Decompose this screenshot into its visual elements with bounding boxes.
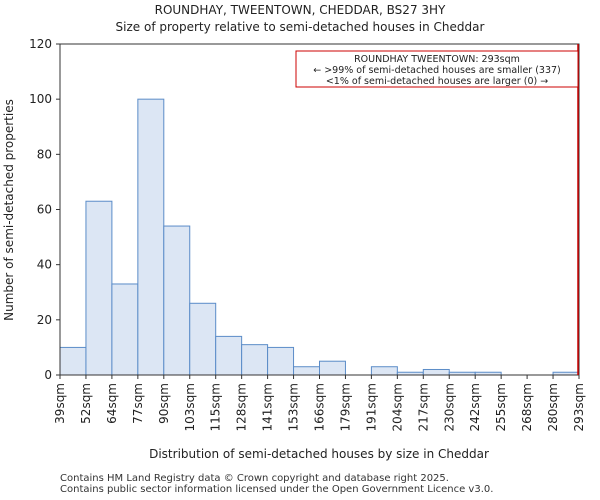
chart-title: ROUNDHAY, TWEENTOWN, CHEDDAR, BS27 3HY xyxy=(155,3,446,17)
x-tick-label: 141sqm xyxy=(261,383,275,431)
x-tick-label: 39sqm xyxy=(53,383,67,424)
x-tick-label: 217sqm xyxy=(416,383,430,431)
bar-153sqm xyxy=(293,366,320,376)
y-tick-label: 80 xyxy=(37,147,52,161)
bar-128sqm xyxy=(241,344,269,376)
annotation-line-2: ← >99% of semi-detached houses are small… xyxy=(313,65,561,76)
x-tick-label: 103sqm xyxy=(183,383,197,431)
annotation-box: ROUNDHAY TWEENTOWN: 293sqm ← >99% of sem… xyxy=(295,50,579,88)
y-tick-marks: 0 20 40 60 80 100 120 xyxy=(29,37,60,382)
bar-141sqm xyxy=(267,346,295,376)
y-axis-label: Number of semi-detached properties xyxy=(2,99,16,321)
x-tick-label: 293sqm xyxy=(572,383,586,431)
plot-frame xyxy=(59,43,580,376)
y-tick-label: 100 xyxy=(29,92,52,106)
x-tick-label: 255sqm xyxy=(494,383,508,431)
x-tick-label: 179sqm xyxy=(338,383,352,431)
bar-166sqm xyxy=(319,360,346,376)
bar-217sqm xyxy=(422,368,450,376)
bar-90sqm xyxy=(163,225,191,376)
bar-39sqm xyxy=(59,346,87,376)
x-tick-label: 191sqm xyxy=(364,383,378,431)
bar-64sqm xyxy=(111,283,139,376)
annotation-line-3: <1% of semi-detached houses are larger (… xyxy=(326,76,548,87)
bar-77sqm xyxy=(137,98,165,376)
chart-subtitle: Size of property relative to semi-detach… xyxy=(116,20,485,34)
y-tick-label: 20 xyxy=(37,313,52,327)
y-tick-label: 40 xyxy=(37,258,52,272)
x-tick-label: 230sqm xyxy=(442,383,456,431)
x-tick-label: 90sqm xyxy=(157,383,171,424)
footer-line-2: Contains public sector information licen… xyxy=(60,484,494,495)
bars xyxy=(59,98,580,376)
x-tick-label: 115sqm xyxy=(209,383,223,431)
x-tick-label: 268sqm xyxy=(520,383,534,431)
x-tick-label: 64sqm xyxy=(105,383,119,424)
x-axis-label: Distribution of semi-detached houses by … xyxy=(149,447,489,461)
bar-191sqm xyxy=(370,366,398,376)
bar-103sqm xyxy=(189,302,217,376)
x-tick-labels: 39sqm 52sqm 64sqm 77sqm 90sqm 103sqm 115sqm 128… xyxy=(53,375,586,431)
x-tick-label: 242sqm xyxy=(468,383,482,431)
x-tick-label: 204sqm xyxy=(390,383,404,431)
y-tick-label: 0 xyxy=(44,368,52,382)
bar-52sqm xyxy=(85,200,113,376)
x-tick-label: 280sqm xyxy=(546,383,560,431)
footer-line-1: Contains HM Land Registry data © Crown c… xyxy=(60,473,449,484)
y-tick-label: 120 xyxy=(29,37,52,51)
annotation-frame xyxy=(295,50,579,88)
x-tick-label: 77sqm xyxy=(131,383,145,424)
annotation-line-1: ROUNDHAY TWEENTOWN: 293sqm xyxy=(354,54,520,65)
x-tick-label: 52sqm xyxy=(79,383,93,424)
bar-115sqm xyxy=(215,335,243,376)
y-tick-label: 60 xyxy=(37,203,52,217)
x-tick-label: 128sqm xyxy=(235,383,249,431)
x-tick-label: 166sqm xyxy=(313,383,327,431)
x-tick-label: 153sqm xyxy=(287,383,301,431)
